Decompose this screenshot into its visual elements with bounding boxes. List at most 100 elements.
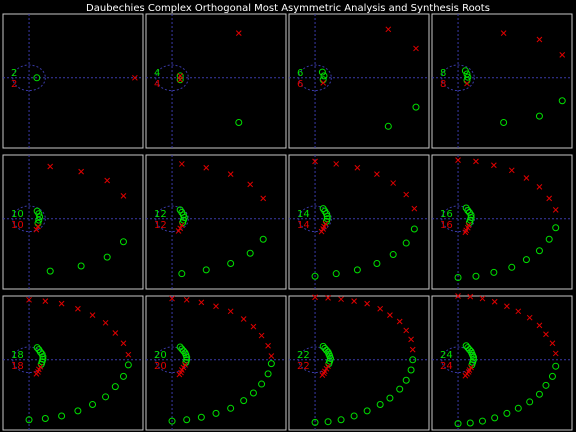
analysis-order-label: 4 (154, 68, 160, 79)
synthesis-root (536, 184, 543, 190)
synthesis-root-stroke (473, 158, 479, 165)
analysis-root (542, 381, 550, 389)
synthesis-root-stroke (320, 80, 327, 86)
synthesis-root-stroke (235, 30, 242, 36)
analysis-root (490, 268, 498, 276)
analysis-root (36, 213, 44, 221)
panel-frame (2, 154, 144, 290)
synthesis-root (364, 300, 370, 307)
unit-circle (12, 346, 46, 374)
unit-circle (12, 64, 46, 92)
synthesis-root (227, 171, 234, 177)
synthesis-root (177, 76, 184, 83)
synthesis-root-stroke (178, 161, 185, 167)
synthesis-root (75, 305, 81, 312)
synthesis-root (319, 372, 326, 378)
synthesis-root-stroke (47, 163, 54, 170)
synthesis-root (387, 312, 393, 318)
synthesis-root (169, 295, 175, 302)
synthesis-root-stroke (320, 226, 327, 232)
analysis-root (267, 360, 275, 368)
synthesis-root-stroke (462, 229, 469, 236)
analysis-root (409, 356, 417, 364)
synthesis-root-stroke (377, 305, 384, 312)
panel-order-8: 88 (431, 13, 573, 149)
synthesis-root-stroke (543, 331, 549, 338)
synthesis-root (526, 314, 533, 321)
synthesis-root-stroke (325, 363, 331, 370)
panel-frame (431, 295, 573, 431)
synthesis-root-stroke (500, 30, 507, 36)
synthesis-root (78, 168, 84, 175)
analysis-root (176, 76, 184, 84)
panel-frame (431, 154, 573, 290)
synthesis-root (403, 327, 410, 334)
analysis-root (324, 418, 332, 426)
analysis-root (311, 272, 319, 280)
synthesis-root (58, 300, 65, 307)
synthesis-order-label: 8 (440, 79, 446, 90)
synthesis-root (411, 205, 418, 212)
synthesis-root-stroke (203, 164, 210, 171)
panel-frame (431, 13, 573, 149)
synthesis-root (473, 158, 479, 165)
synthesis-root-stroke (455, 293, 461, 299)
synthesis-root (312, 158, 318, 165)
synthesis-root-stroke (536, 184, 543, 190)
synthesis-root-stroke (178, 222, 185, 229)
synthesis-root (552, 350, 559, 357)
analysis-root (323, 212, 331, 220)
analysis-root (464, 207, 472, 215)
synthesis-root (333, 161, 340, 167)
analysis-root (258, 380, 266, 388)
synthesis-order-label: 10 (11, 220, 24, 231)
synthesis-root-stroke (387, 312, 393, 318)
analysis-root (264, 370, 272, 378)
analysis-root (249, 389, 257, 397)
synthesis-root-stroke (396, 318, 403, 325)
synthesis-root-stroke (265, 342, 271, 349)
panel-order-4: 44 (145, 13, 287, 149)
analysis-root (124, 361, 132, 369)
synthesis-root-stroke (408, 336, 414, 343)
analysis-root (472, 272, 480, 280)
synthesis-root-stroke (409, 346, 416, 353)
analysis-root (396, 385, 404, 393)
synthesis-root (546, 195, 553, 202)
synthesis-root-stroke (104, 177, 111, 184)
synthesis-root-stroke (462, 372, 469, 379)
synthesis-root-stroke (42, 298, 49, 304)
synthesis-root (464, 224, 471, 231)
synthesis-root (549, 340, 556, 347)
synthesis-root-stroke (552, 350, 559, 357)
panel-frame (145, 154, 287, 290)
analysis-root (545, 235, 553, 243)
synthesis-root (26, 296, 32, 303)
synthesis-order-label: 22 (297, 361, 310, 372)
analysis-root (102, 393, 110, 401)
synthesis-root-stroke (455, 157, 461, 163)
analysis-root (552, 224, 560, 232)
synthesis-root-stroke (319, 372, 326, 378)
analysis-root (373, 259, 381, 267)
analysis-root (103, 253, 111, 261)
analysis-root (376, 400, 384, 408)
synthesis-root (250, 323, 257, 330)
synthesis-root (320, 80, 327, 86)
panel-frame (288, 295, 430, 431)
analysis-root (311, 418, 319, 426)
unit-circle (441, 64, 475, 92)
synthesis-root-stroke (464, 224, 471, 231)
synthesis-root-stroke (227, 171, 234, 177)
analysis-root (320, 72, 328, 80)
synthesis-root-stroke (102, 319, 109, 326)
synthesis-root (180, 364, 187, 371)
analysis-root (478, 417, 486, 425)
synthesis-root-stroke (536, 36, 543, 43)
analysis-root (227, 404, 235, 412)
synthesis-root (265, 342, 271, 349)
synthesis-root (47, 163, 54, 170)
